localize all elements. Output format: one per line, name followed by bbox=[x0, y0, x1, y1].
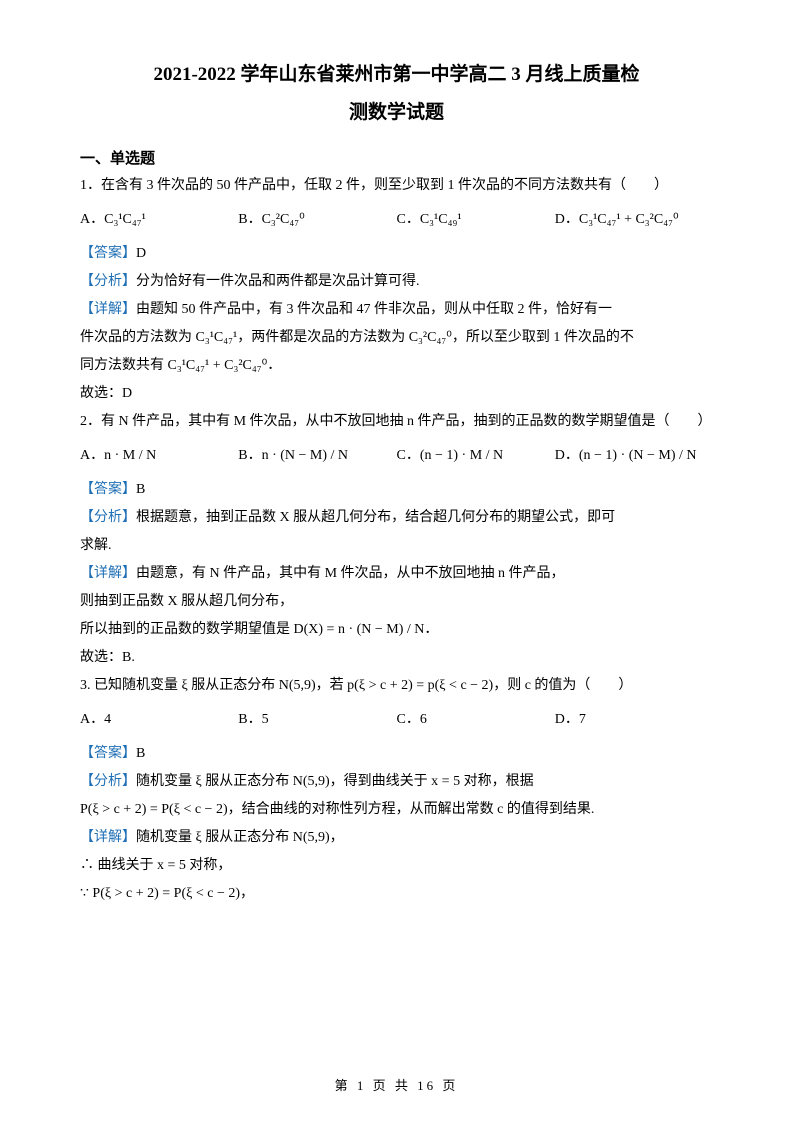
q1-detail-line2: 件次品的方法数为 C₃¹C₄₇¹，两件都是次品的方法数为 C₃²C₄₇⁰，所以至… bbox=[80, 324, 713, 352]
q2-conclusion: 故选：B. bbox=[80, 644, 713, 672]
detail-tag: 【详解】 bbox=[80, 566, 136, 581]
detail-tag: 【详解】 bbox=[80, 830, 136, 845]
q3-answer-value: B bbox=[136, 746, 145, 761]
analysis-tag: 【分析】 bbox=[80, 510, 136, 525]
q3-detail-line1: 【详解】随机变量 ξ 服从正态分布 N(5,9)， bbox=[80, 824, 713, 852]
q1-answer: 【答案】D bbox=[80, 240, 713, 268]
detail-tag: 【详解】 bbox=[80, 302, 136, 317]
q3-option-c: C．6 bbox=[397, 706, 555, 734]
q3-detail-text1: 随机变量 ξ 服从正态分布 N(5,9)， bbox=[136, 830, 344, 845]
q3-answer: 【答案】B bbox=[80, 740, 713, 768]
q2-analysis-line1: 【分析】根据题意，抽到正品数 X 服从超几何分布，结合超几何分布的期望公式，即可 bbox=[80, 504, 713, 532]
q3-extra-line1: ∴ 曲线关于 x = 5 对称， bbox=[80, 852, 713, 880]
q1-option-d: D．C₃¹C₄₇¹ + C₃²C₄₇⁰ bbox=[555, 206, 713, 234]
q1-analysis: 【分析】分为恰好有一件次品和两件都是次品计算可得. bbox=[80, 268, 713, 296]
q2-stem: 2．有 N 件产品，其中有 M 件次品，从中不放回地抽 n 件产品，抽到的正品数… bbox=[80, 408, 713, 436]
q3-option-d: D．7 bbox=[555, 706, 713, 734]
q1-stem: 1．在含有 3 件次品的 50 件产品中，任取 2 件，则至少取到 1 件次品的… bbox=[80, 172, 713, 200]
section-heading: 一、单选题 bbox=[80, 147, 713, 168]
answer-tag: 【答案】 bbox=[80, 482, 136, 497]
q1-answer-value: D bbox=[136, 246, 146, 261]
q1-options: A．C₃¹C₄₇¹ B．C₃²C₄₇⁰ C．C₃¹C₄₉¹ D．C₃¹C₄₇¹ … bbox=[80, 206, 713, 234]
q1-option-a: A．C₃¹C₄₇¹ bbox=[80, 206, 238, 234]
q1-option-c: C．C₃¹C₄₉¹ bbox=[397, 206, 555, 234]
answer-tag: 【答案】 bbox=[80, 746, 136, 761]
exam-title-line1: 2021-2022 学年山东省莱州市第一中学高二 3 月线上质量检 bbox=[80, 60, 713, 90]
q2-answer: 【答案】B bbox=[80, 476, 713, 504]
answer-tag: 【答案】 bbox=[80, 246, 136, 261]
q2-detail-text1: 由题意，有 N 件产品，其中有 M 件次品，从中不放回地抽 n 件产品， bbox=[136, 566, 565, 581]
q3-extra-line2: ∵ P(ξ > c + 2) = P(ξ < c − 2)， bbox=[80, 880, 713, 908]
exam-title-line2: 测数学试题 bbox=[80, 98, 713, 128]
q1-option-b: B．C₃²C₄₇⁰ bbox=[238, 206, 396, 234]
q3-analysis-line2: P(ξ > c + 2) = P(ξ < c − 2)，结合曲线的对称性列方程，… bbox=[80, 796, 713, 824]
q1-conclusion: 故选：D bbox=[80, 380, 713, 408]
q2-option-b: B．n · (N − M) / N bbox=[238, 442, 396, 470]
q2-answer-value: B bbox=[136, 482, 145, 497]
q1-detail-line3: 同方法数共有 C₃¹C₄₇¹ + C₃²C₄₇⁰． bbox=[80, 352, 713, 380]
q2-analysis-text1: 根据题意，抽到正品数 X 服从超几何分布，结合超几何分布的期望公式，即可 bbox=[136, 510, 615, 525]
q2-option-a: A．n · M / N bbox=[80, 442, 238, 470]
q2-analysis-line2: 求解. bbox=[80, 532, 713, 560]
q3-option-b: B．5 bbox=[238, 706, 396, 734]
q2-option-d: D．(n − 1) · (N − M) / N bbox=[555, 442, 713, 470]
q3-stem: 3. 已知随机变量 ξ 服从正态分布 N(5,9)，若 p(ξ > c + 2)… bbox=[80, 672, 713, 700]
q1-detail-text1: 由题知 50 件产品中，有 3 件次品和 47 件非次品，则从中任取 2 件，恰… bbox=[136, 302, 612, 317]
q2-option-c: C．(n − 1) · M / N bbox=[397, 442, 555, 470]
page-footer: 第 1 页 共 16 页 bbox=[0, 1075, 793, 1094]
q3-analysis-line1: 【分析】随机变量 ξ 服从正态分布 N(5,9)，得到曲线关于 x = 5 对称… bbox=[80, 768, 713, 796]
q2-extra-line1: 则抽到正品数 X 服从超几何分布， bbox=[80, 588, 713, 616]
q3-option-a: A．4 bbox=[80, 706, 238, 734]
q1-analysis-text: 分为恰好有一件次品和两件都是次品计算可得. bbox=[136, 274, 420, 289]
exam-page: 2021-2022 学年山东省莱州市第一中学高二 3 月线上质量检 测数学试题 … bbox=[0, 0, 793, 1122]
q1-detail-line1: 【详解】由题知 50 件产品中，有 3 件次品和 47 件非次品，则从中任取 2… bbox=[80, 296, 713, 324]
q3-analysis-text1: 随机变量 ξ 服从正态分布 N(5,9)，得到曲线关于 x = 5 对称，根据 bbox=[136, 774, 534, 789]
q2-detail-line1: 【详解】由题意，有 N 件产品，其中有 M 件次品，从中不放回地抽 n 件产品， bbox=[80, 560, 713, 588]
q2-options: A．n · M / N B．n · (N − M) / N C．(n − 1) … bbox=[80, 442, 713, 470]
q3-options: A．4 B．5 C．6 D．7 bbox=[80, 706, 713, 734]
analysis-tag: 【分析】 bbox=[80, 274, 136, 289]
analysis-tag: 【分析】 bbox=[80, 774, 136, 789]
q2-extra-line2: 所以抽到的正品数的数学期望值是 D(X) = n · (N − M) / N． bbox=[80, 616, 713, 644]
